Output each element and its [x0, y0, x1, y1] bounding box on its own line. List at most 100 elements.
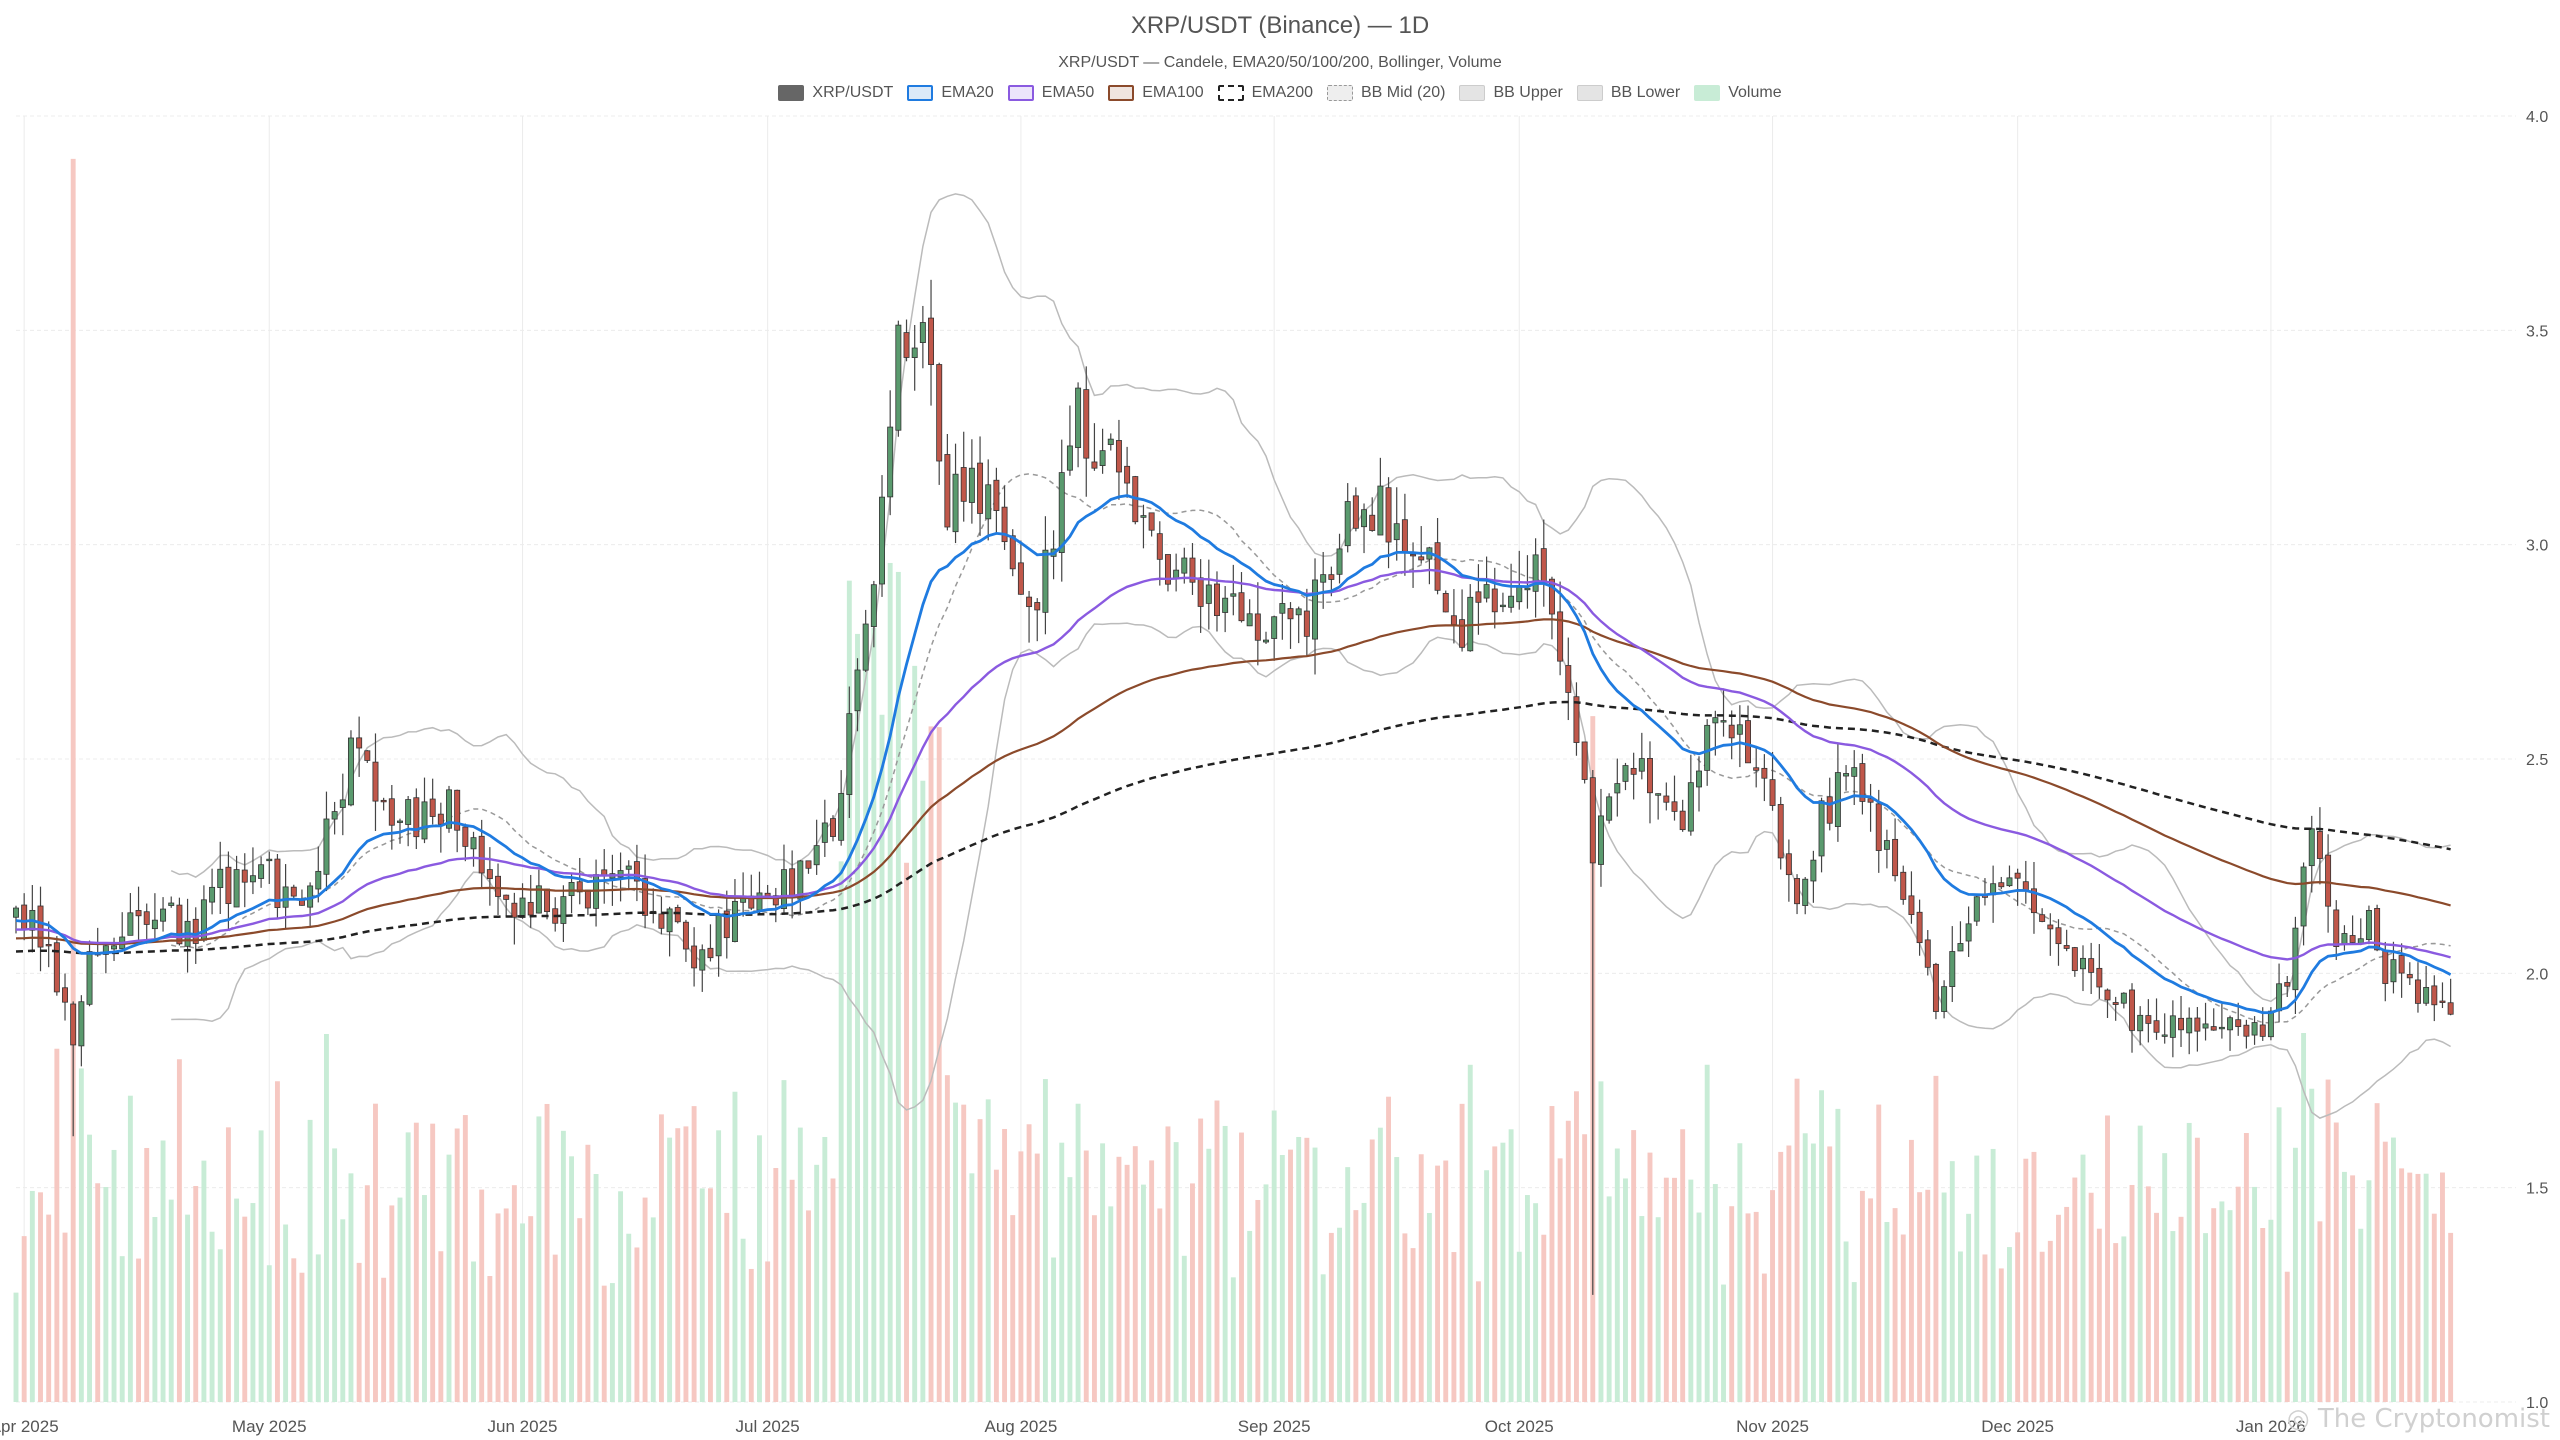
volume-bar — [2235, 1186, 2241, 1402]
candle-body — [2276, 983, 2283, 1012]
volume-bar — [1876, 1104, 1882, 1402]
volume-bar — [1042, 1079, 1048, 1402]
volume-bar — [1745, 1213, 1751, 1402]
volume-bar — [814, 1164, 820, 1402]
candle-body — [584, 889, 591, 909]
candle-body — [682, 921, 689, 950]
volume-bar — [405, 1132, 411, 1402]
candle-body — [1263, 639, 1269, 643]
candle-body — [2202, 1023, 2209, 1029]
volume-bar — [2113, 1243, 2119, 1402]
candle-body — [1344, 501, 1351, 547]
volume-bar — [1312, 1147, 1318, 1402]
candle-body — [1998, 882, 2005, 888]
volume-bar — [1386, 1096, 1391, 1402]
legend-label-ema100: EMA100 — [1142, 84, 1204, 101]
candle-body — [1385, 487, 1392, 543]
legend-item-ema50[interactable]: EMA50 — [1007, 84, 1094, 102]
volume-bar — [136, 1258, 141, 1402]
volume-bar — [863, 640, 869, 1402]
volume-bar — [765, 1261, 771, 1402]
candle-body — [249, 875, 256, 883]
candle-body — [1320, 574, 1327, 583]
candle-body — [2333, 909, 2340, 947]
volume-bar — [1802, 1133, 1808, 1402]
legend-item-candles[interactable]: XRP/USDT — [778, 84, 893, 102]
candle-body — [2308, 828, 2315, 867]
y-tick-label: 3.0 — [2526, 538, 2548, 555]
legend-item-bb_lower[interactable]: BB Lower — [1576, 84, 1680, 102]
volume-bar — [283, 1224, 289, 1402]
candle-body — [364, 750, 371, 761]
candle-body — [1066, 445, 1073, 471]
volume-bar — [928, 726, 934, 1402]
volume-bar — [667, 1137, 673, 1402]
legend-item-ema20[interactable]: EMA20 — [907, 84, 994, 102]
candle-body — [380, 799, 387, 803]
volume-bar — [201, 1160, 207, 1402]
candle-body — [1589, 777, 1596, 864]
volume-bar — [1141, 1184, 1146, 1402]
volume-bar — [1533, 1203, 1539, 1402]
candles — [13, 279, 2454, 1295]
candle-body — [372, 761, 379, 802]
volume-bar — [307, 1119, 313, 1402]
candle-body — [1785, 853, 1792, 876]
bb-mid-line — [171, 473, 2451, 1024]
volume-bar — [2301, 1033, 2307, 1402]
legend-swatch-ema50 — [1007, 85, 1034, 101]
candle-body — [1524, 587, 1531, 591]
legend-swatch-ema200 — [1217, 85, 1244, 101]
volume-bar — [111, 1149, 117, 1402]
volume-bar — [1418, 1154, 1424, 1402]
volume-bar — [969, 1173, 975, 1402]
volume-bar — [920, 780, 926, 1402]
candle-body — [2055, 927, 2062, 945]
volume-bar — [234, 1198, 240, 1402]
candle-body — [642, 878, 649, 916]
candle-body — [274, 858, 281, 909]
legend-item-ema200[interactable]: EMA200 — [1217, 84, 1313, 102]
volume-bar — [773, 1168, 779, 1402]
candle-body — [1859, 763, 1866, 802]
candle-body — [356, 737, 363, 749]
candle-body — [1614, 783, 1621, 794]
volume-bar — [438, 1251, 444, 1402]
volume-bar — [593, 1173, 599, 1402]
candle-body — [1009, 535, 1016, 570]
candle-body — [2259, 1024, 2266, 1037]
volume-bar — [1271, 1110, 1277, 1402]
volume-bar — [1549, 1106, 1555, 1402]
candle-body — [168, 902, 175, 906]
volume-bar — [2440, 1172, 2445, 1402]
candle-body — [2398, 955, 2405, 974]
legend-label-candles: XRP/USDT — [812, 84, 894, 101]
candle-body — [446, 789, 452, 829]
volume-bar — [1051, 1257, 1057, 1402]
volume-bar — [2203, 1233, 2208, 1402]
volume-bar — [2015, 1232, 2021, 1402]
volume-bar — [381, 1277, 387, 1402]
legend-swatch-bb_upper — [1459, 85, 1486, 101]
candle-body — [2349, 935, 2356, 943]
candle-body — [135, 910, 142, 917]
legend-item-bb_mid[interactable]: BB Mid (20) — [1327, 84, 1445, 102]
volume-bar — [1794, 1078, 1800, 1402]
candle-body — [1418, 556, 1425, 561]
x-tick-label: Apr 2025 — [0, 1417, 59, 1436]
legend-item-volume[interactable]: Volume — [1694, 84, 1782, 102]
legend-item-ema100[interactable]: EMA100 — [1108, 84, 1204, 102]
volume-bar — [1884, 1222, 1890, 1402]
volume-bar — [242, 1216, 248, 1402]
volume-bar — [1345, 1167, 1351, 1402]
volume-bar — [699, 1188, 705, 1402]
volume-bar — [1990, 1148, 1996, 1402]
legend-item-bb_upper[interactable]: BB Upper — [1459, 84, 1563, 102]
volume-bar — [1369, 1139, 1375, 1402]
candle-body — [2423, 987, 2430, 1004]
volume-bar — [528, 1216, 534, 1402]
volume-bar — [324, 1033, 329, 1402]
volume-bar — [2260, 1228, 2266, 1402]
volume-bar — [1663, 1177, 1669, 1402]
volume-bar — [225, 1127, 231, 1402]
